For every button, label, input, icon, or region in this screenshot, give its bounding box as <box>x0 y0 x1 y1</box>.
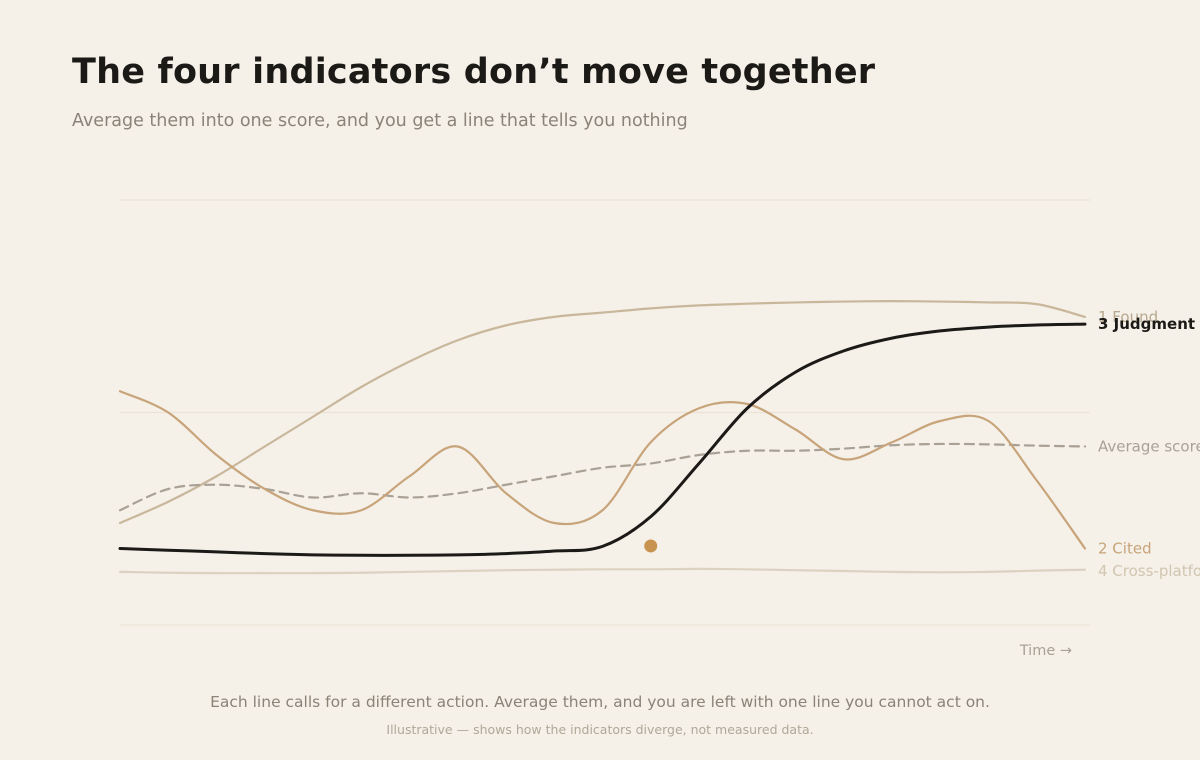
gridlines <box>120 199 1090 626</box>
series-line-average-score <box>118 442 1087 512</box>
page-subtitle: Average them into one score, and you get… <box>72 111 688 131</box>
series-labels: 1 Found 2 Cited 3 Judgment 4 Cross-platform… <box>1098 308 1200 580</box>
series-label-1-found: 1 Found <box>1098 308 1158 326</box>
series-line-3-judgment <box>118 322 1087 557</box>
series-line-2-cited <box>118 390 1087 550</box>
chart-caption: Each line calls for a different action. … <box>210 693 990 711</box>
series-line-1-found <box>118 300 1087 525</box>
series-label-4-cross-platform: 4 Cross-platform <box>1098 562 1200 580</box>
page-title: The four indicators don’t move together <box>72 52 876 92</box>
data-disclaimer: Illustrative — shows how the indicators … <box>386 722 814 737</box>
series-lines <box>118 300 1087 575</box>
x-axis-label: Time → <box>1019 643 1072 659</box>
series-label-average-score: Average score <box>1098 438 1200 456</box>
series-label-3-judgment: 3 Judgment <box>1098 315 1195 333</box>
inflection-point-marker <box>644 539 658 553</box>
series-label-2-cited: 2 Cited <box>1098 540 1152 558</box>
series-line-4-cross-platform <box>118 567 1087 575</box>
highlight-markers <box>644 539 658 553</box>
